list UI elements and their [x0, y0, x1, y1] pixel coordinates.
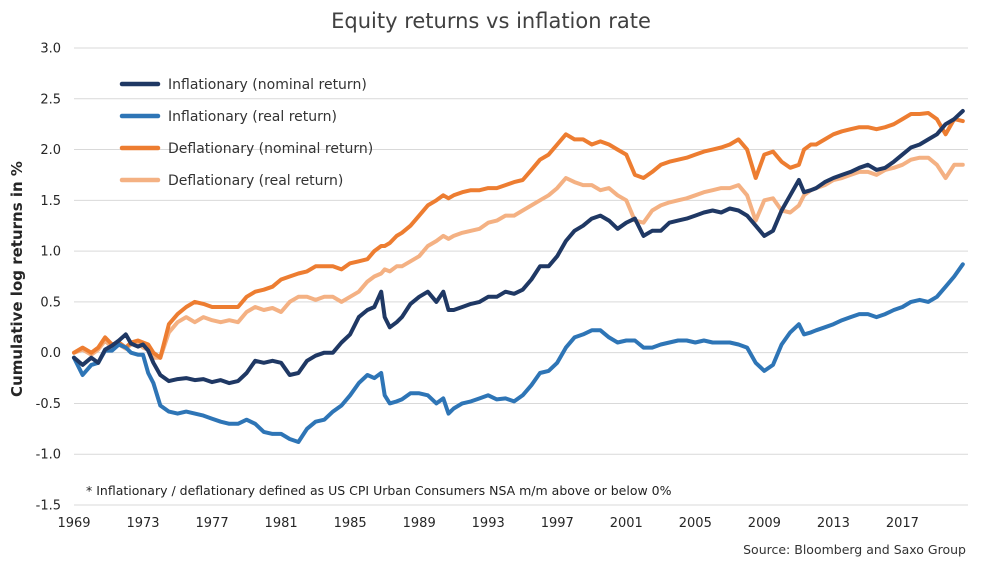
footnote: * Inflationary / deflationary defined as…: [86, 483, 672, 498]
y-tick-label: 3.0: [40, 42, 61, 57]
x-tick-label: 1973: [126, 516, 159, 531]
x-tick-label: 1997: [541, 516, 574, 531]
chart-title: Equity returns vs inflation rate: [331, 9, 651, 33]
x-tick-label: 2009: [748, 516, 781, 531]
x-tick-label: 1969: [57, 516, 90, 531]
x-tick-label: 2005: [679, 516, 712, 531]
x-axis-ticks: 1969 1973 1977 1981 1985 1989 1993 1997 2001 2005…: [57, 516, 919, 531]
x-tick-label: 2013: [817, 516, 850, 531]
legend-label: Inflationary (nominal return): [168, 77, 367, 93]
x-tick-label: 1977: [196, 516, 229, 531]
y-tick-label: 2.0: [40, 143, 61, 158]
legend-label: Deflationary (nominal return): [168, 141, 373, 157]
series-line: [72, 111, 965, 360]
y-tick-label: -1.5: [36, 499, 61, 514]
y-tick-label: 0.5: [40, 295, 61, 310]
y-tick-label: 1.0: [40, 245, 61, 260]
x-tick-label: 2001: [610, 516, 643, 531]
y-axis-label: Cumulative log returns in %: [8, 161, 26, 397]
y-tick-label: -1.0: [36, 448, 61, 463]
y-tick-label: -0.5: [36, 397, 61, 412]
x-tick-label: 1985: [334, 516, 367, 531]
x-tick-label: 1989: [403, 516, 436, 531]
series-line: [72, 262, 965, 444]
source-note: Source: Bloomberg and Saxo Group: [743, 542, 966, 557]
x-tick-label: 2017: [886, 516, 919, 531]
series-lines: [72, 109, 965, 444]
grid: [74, 47, 968, 506]
y-axis-ticks: 3.0 2.5 2.0 1.5 1.0 0.5 0.0 -0.5 -1.0 -1.5: [36, 42, 61, 514]
y-tick-label: 0.0: [40, 346, 61, 361]
y-tick-label: 2.5: [40, 92, 61, 107]
x-tick-label: 1981: [265, 516, 298, 531]
x-tick-label: 1993: [472, 516, 505, 531]
legend: Inflationary (nominal return) Inflationar…: [119, 77, 373, 189]
y-tick-label: 1.5: [40, 194, 61, 209]
legend-label: Deflationary (real return): [168, 173, 343, 189]
series-line: [72, 109, 965, 386]
legend-label: Inflationary (real return): [168, 109, 337, 125]
